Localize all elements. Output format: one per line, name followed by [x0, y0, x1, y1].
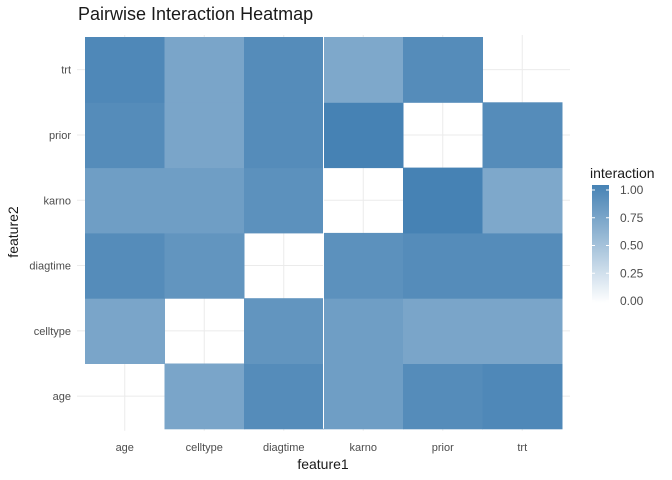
heatmap-cell [164, 167, 245, 234]
legend-colorbar [592, 185, 609, 303]
heatmap-cell [164, 37, 245, 103]
heatmap-cell [323, 232, 404, 299]
heatmap-cell [482, 232, 563, 299]
heatmap-cell [403, 298, 483, 364]
heatmap-cell [323, 37, 404, 103]
heatmap-cell [323, 363, 404, 430]
heatmap-cell [244, 37, 324, 103]
heatmap-cell [164, 363, 245, 430]
y-tick-label: celltype [34, 326, 71, 338]
heatmap-cell [323, 298, 404, 364]
x-tick-label: prior [432, 442, 454, 454]
heatmap-cell [85, 298, 165, 364]
legend-tick-label: 0.25 [620, 266, 644, 280]
legend-tick-label: 0.50 [620, 239, 644, 253]
heatmap-cell [403, 232, 483, 299]
x-tick-label: age [116, 442, 134, 454]
legend: interaction 0.00 0.25 0.50 0.75 1.00 [590, 165, 655, 308]
y-tick-label: age [53, 391, 71, 403]
x-axis-ticks: age celltype diagtime karno prior trt [116, 442, 528, 454]
heatmap-cell [482, 102, 563, 169]
heatmap-cell [323, 102, 404, 169]
heatmap-cell [403, 363, 483, 430]
legend-title: interaction [590, 165, 655, 181]
heatmap-cell [85, 167, 165, 234]
heatmap-cell [244, 363, 324, 430]
x-axis-title: feature1 [297, 456, 349, 472]
heatmap-cell [403, 37, 483, 103]
heatmap-cell [482, 363, 563, 430]
heatmap-cell [482, 167, 563, 234]
heatmap-cell [482, 298, 563, 364]
heatmap-cell [164, 232, 245, 299]
y-axis-title: feature2 [5, 206, 21, 258]
x-tick-label: celltype [186, 442, 223, 454]
heatmap-cells [85, 37, 563, 430]
heatmap-cell [164, 102, 245, 169]
legend-tick-label: 0.00 [620, 294, 644, 308]
legend-tick-label: 1.00 [620, 183, 644, 197]
heatmap-cell [85, 37, 165, 103]
legend-tick-label: 0.75 [620, 211, 644, 225]
y-tick-label: diagtime [29, 261, 71, 273]
chart-title: Pairwise Interaction Heatmap [78, 4, 313, 24]
y-axis-ticks: age celltype diagtime karno prior trt [29, 65, 71, 403]
heatmap-cell [244, 102, 324, 169]
heatmap-cell [85, 102, 165, 169]
heatmap-cell [85, 232, 165, 299]
y-tick-label: trt [61, 65, 71, 77]
y-tick-label: prior [49, 130, 71, 142]
x-tick-label: karno [349, 442, 377, 454]
y-tick-label: karno [43, 195, 71, 207]
x-tick-label: diagtime [263, 442, 305, 454]
heatmap-cell [244, 298, 324, 364]
heatmap-cell [244, 167, 324, 234]
heatmap-cell [403, 167, 483, 234]
x-tick-label: trt [517, 442, 527, 454]
